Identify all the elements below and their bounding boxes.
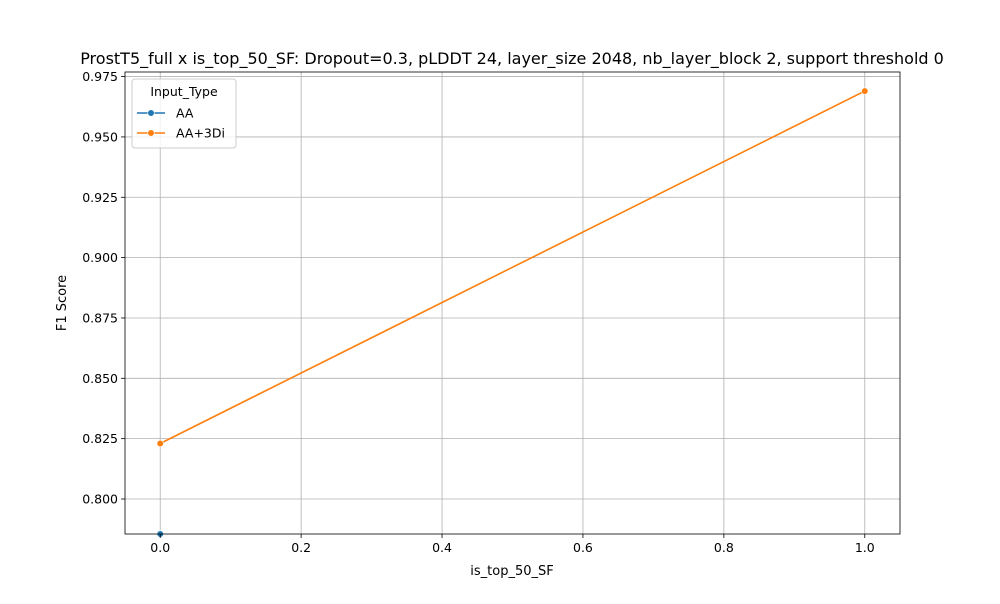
series-layer bbox=[156, 87, 869, 538]
x-axis-ticks: 0.0 0.2 0.4 0.6 0.8 1.0 bbox=[150, 534, 875, 555]
legend-label: AA+3Di bbox=[176, 126, 225, 141]
y-tick-label: 0.975 bbox=[82, 69, 118, 84]
legend-label: AA bbox=[176, 106, 194, 121]
data-point bbox=[156, 439, 164, 448]
chart-title: ProstT5_full x is_top_50_SF: Dropout=0.3… bbox=[80, 49, 944, 69]
legend-box bbox=[131, 78, 237, 149]
x-tick-label: 0.2 bbox=[291, 540, 311, 555]
y-tick-label: 0.950 bbox=[82, 129, 118, 144]
y-tick-label: 0.800 bbox=[82, 492, 118, 507]
y-tick-label: 0.900 bbox=[82, 250, 118, 265]
y-tick-label: 0.875 bbox=[82, 310, 118, 325]
y-tick-label: 0.850 bbox=[82, 371, 118, 386]
x-axis-label: is_top_50_SF bbox=[470, 564, 553, 579]
x-tick-label: 1.0 bbox=[855, 540, 875, 555]
x-tick-label: 0.0 bbox=[150, 540, 170, 555]
x-tick-label: 0.6 bbox=[573, 540, 593, 555]
y-tick-label: 0.825 bbox=[82, 431, 118, 446]
y-tick-label: 0.925 bbox=[82, 190, 118, 205]
legend: Input_Type AA AA+3Di bbox=[131, 78, 237, 149]
y-axis-ticks: 0.800 0.825 0.850 0.875 0.900 0.925 0.950 0.975 bbox=[82, 69, 125, 507]
legend-title: Input_Type bbox=[150, 84, 218, 99]
grid-layer bbox=[125, 72, 900, 534]
x-tick-label: 0.8 bbox=[714, 540, 734, 555]
data-point bbox=[861, 87, 869, 95]
x-tick-label: 0.4 bbox=[432, 540, 452, 555]
legend-entries: AA AA+3Di bbox=[137, 106, 225, 141]
series-line bbox=[159, 90, 866, 445]
plot-frame bbox=[124, 71, 901, 535]
y-axis-label: F1 Score bbox=[55, 275, 70, 331]
legend-marker bbox=[147, 129, 155, 137]
legend-marker bbox=[147, 109, 155, 117]
